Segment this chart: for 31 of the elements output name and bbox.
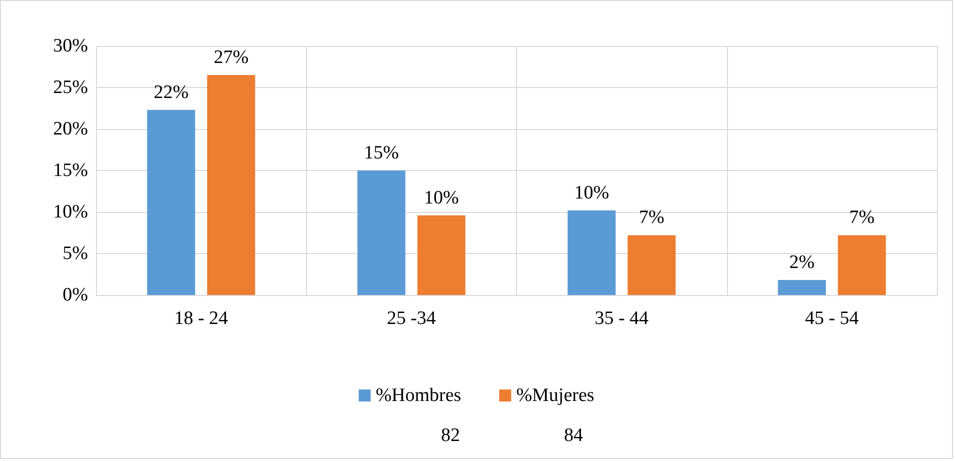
y-tick-label: 25% (53, 77, 88, 98)
data-label: 7% (849, 207, 875, 228)
data-label: 27% (214, 47, 249, 68)
data-label: 10% (574, 182, 610, 204)
x-tick-label: 18 - 24 (174, 308, 229, 329)
y-tick-label: 0% (62, 284, 88, 306)
bar (568, 210, 616, 295)
y-tick-label: 30% (53, 36, 88, 56)
x-tick-label: 25 -34 (386, 308, 436, 329)
x-tick-label: 45 - 54 (804, 308, 860, 329)
data-label: 7% (638, 207, 664, 228)
y-tick-label: 15% (53, 160, 88, 181)
y-tick-label: 10% (53, 202, 88, 222)
y-tick-label: 5% (62, 243, 88, 264)
bar (207, 75, 256, 295)
bar (417, 215, 466, 295)
bar (357, 170, 406, 295)
bar (838, 235, 886, 295)
legend-label: %Hombres (376, 385, 462, 406)
legend-label: %Mujeres (516, 385, 594, 406)
x-tick-label: 35 - 44 (594, 308, 650, 329)
bar (147, 110, 196, 295)
data-label: 22% (154, 82, 189, 103)
data-label: 2% (789, 252, 815, 274)
text: 82 (441, 425, 460, 446)
bar (778, 280, 826, 295)
y-tick-label: 20% (53, 118, 88, 140)
data-label: 15% (364, 142, 399, 164)
bar (628, 235, 676, 295)
text: 84 (564, 425, 584, 446)
data-label: 10% (424, 187, 459, 208)
